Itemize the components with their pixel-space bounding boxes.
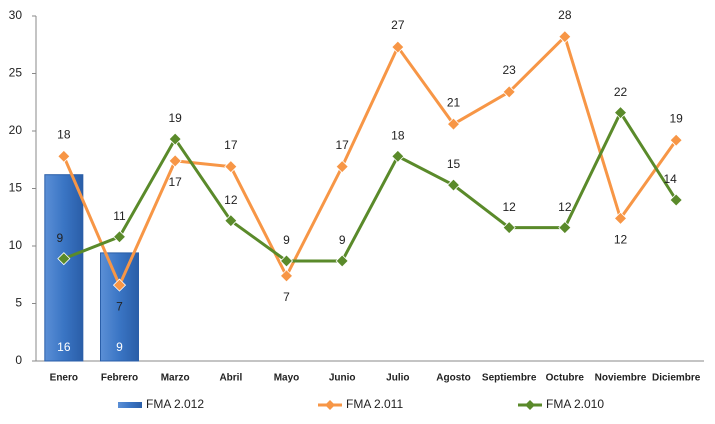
data-label: 15	[447, 157, 461, 171]
marker	[502, 85, 516, 99]
x-tick-label: Julio	[386, 373, 409, 384]
x-tick-label: Febrero	[101, 373, 138, 384]
marker	[669, 133, 683, 147]
y-tick-label: 30	[9, 8, 23, 22]
data-label: 16	[57, 340, 71, 354]
marker	[391, 149, 405, 163]
marker	[558, 221, 572, 235]
marker	[57, 252, 71, 266]
x-tick-label: Abril	[219, 373, 242, 384]
data-label: 11	[113, 209, 126, 223]
data-label: 14	[663, 172, 677, 186]
marker	[168, 132, 182, 146]
data-label: 22	[614, 85, 628, 99]
marker	[613, 211, 628, 225]
y-tick-label: 5	[15, 296, 22, 310]
x-tick-label: Agosto	[436, 373, 470, 384]
data-label: 9	[56, 231, 63, 245]
marker	[279, 269, 294, 283]
x-tick-label: Octubre	[546, 373, 585, 384]
x-tick-label: Enero	[50, 373, 78, 384]
legend-marker	[525, 400, 535, 410]
x-tick-label: Septiembre	[482, 373, 537, 384]
marker	[112, 278, 127, 292]
x-tick-label: Junio	[329, 373, 356, 384]
y-tick-label: 10	[9, 238, 23, 252]
data-label: 17	[224, 138, 238, 152]
data-label: 9	[339, 233, 346, 247]
x-tick-label: Diciembre	[652, 373, 701, 384]
data-label: 12	[614, 233, 628, 247]
data-label: 27	[391, 18, 405, 32]
data-label: 9	[283, 233, 290, 247]
marker	[391, 40, 405, 54]
marker	[224, 214, 238, 228]
marker	[335, 254, 349, 268]
data-label: 19	[669, 111, 683, 125]
legend-label: FMA 2.012	[146, 397, 204, 411]
y-tick-label: 15	[9, 181, 23, 195]
bar	[100, 252, 139, 362]
data-label: 28	[558, 8, 572, 22]
x-tick-label: Mayo	[274, 373, 300, 384]
data-label: 17	[335, 138, 349, 152]
marker	[112, 230, 127, 244]
data-label: 9	[116, 340, 123, 354]
data-label: 17	[168, 175, 182, 189]
data-label: 7	[283, 290, 290, 304]
x-tick-label: Marzo	[161, 373, 190, 384]
line	[62, 33, 678, 289]
marker	[168, 154, 182, 168]
line	[63, 109, 678, 263]
data-label: 18	[391, 128, 405, 142]
y-tick-label: 0	[15, 353, 22, 367]
data-label: 19	[168, 111, 182, 125]
legend-marker	[325, 400, 335, 410]
marker	[558, 30, 572, 44]
data-label: 23	[502, 63, 516, 77]
marker	[613, 106, 628, 120]
marker	[335, 160, 349, 174]
data-label: 21	[447, 95, 461, 109]
legend-label: FMA 2.011	[346, 397, 403, 411]
y-tick-label: 25	[9, 66, 23, 80]
marker	[224, 160, 238, 174]
bar	[44, 174, 84, 362]
marker	[446, 117, 461, 131]
marker	[669, 193, 683, 207]
marker	[446, 178, 461, 192]
marker	[279, 254, 294, 268]
data-label: 12	[224, 193, 238, 207]
data-label: 12	[558, 200, 572, 214]
x-tick-label: Noviembre	[595, 373, 647, 384]
data-label: 12	[502, 200, 516, 214]
y-tick-label: 20	[9, 123, 23, 137]
legend-label: FMA 2.010	[546, 397, 604, 411]
data-label: 7	[116, 299, 123, 313]
marker	[502, 221, 516, 235]
data-label: 18	[57, 127, 71, 141]
legend-swatch	[118, 402, 142, 408]
marker	[57, 149, 71, 163]
